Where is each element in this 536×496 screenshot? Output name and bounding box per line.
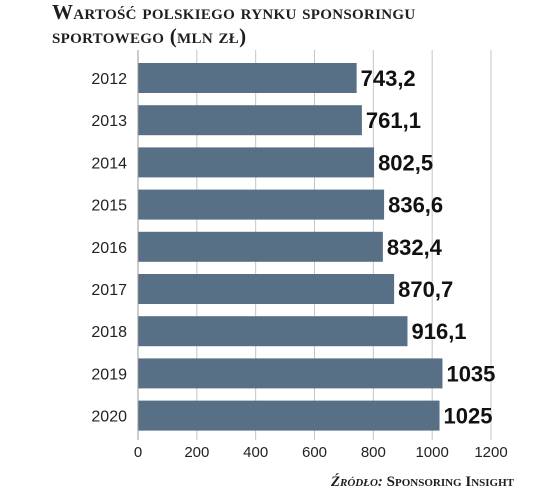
value-label: 870,7 [398, 277, 453, 302]
x-tick-label: 200 [184, 444, 209, 461]
value-label: 832,4 [387, 235, 443, 260]
category-label: 2014 [91, 155, 127, 172]
x-tick-label: 400 [243, 444, 268, 461]
labels: 0 200 400 600 800 1000 1200 2012 743,2 2013 761,1 2… [91, 66, 507, 461]
category-label: 2015 [91, 198, 127, 215]
chart-title: Wartość polskiego rynku sponsoringu spor… [52, 0, 416, 48]
source-name: Sponsoring Insight [386, 474, 514, 490]
category-label: 2013 [91, 113, 127, 130]
x-tick-label: 800 [361, 444, 386, 461]
bar [138, 189, 385, 220]
category-label: 2016 [91, 240, 127, 257]
category-label: 2019 [91, 366, 127, 383]
value-label: 1035 [446, 361, 495, 386]
category-label: 2017 [91, 282, 127, 299]
category-label: 2018 [91, 324, 127, 341]
value-label: 1025 [444, 404, 493, 429]
bar [138, 63, 357, 93]
category-label: 2020 [91, 409, 127, 426]
x-tick-label: 1000 [415, 444, 448, 461]
bar [138, 400, 440, 431]
value-label: 802,5 [378, 150, 433, 175]
value-label: 761,1 [366, 108, 421, 133]
bar [138, 316, 408, 347]
bar [138, 358, 443, 389]
bar [138, 105, 362, 136]
x-tick-label: 0 [134, 444, 142, 461]
source-label: Źródło: [330, 474, 383, 490]
bar [138, 147, 375, 178]
x-tick-label: 1200 [474, 444, 507, 461]
source-note: Źródło: Sponsoring Insight [331, 474, 514, 491]
value-label: 836,6 [388, 193, 443, 218]
bars [138, 63, 443, 431]
bar [138, 274, 395, 304]
value-label: 743,2 [361, 66, 416, 91]
value-label: 916,1 [411, 319, 466, 344]
x-tick-label: 600 [302, 444, 327, 461]
bar [138, 231, 383, 262]
category-label: 2012 [91, 71, 127, 88]
